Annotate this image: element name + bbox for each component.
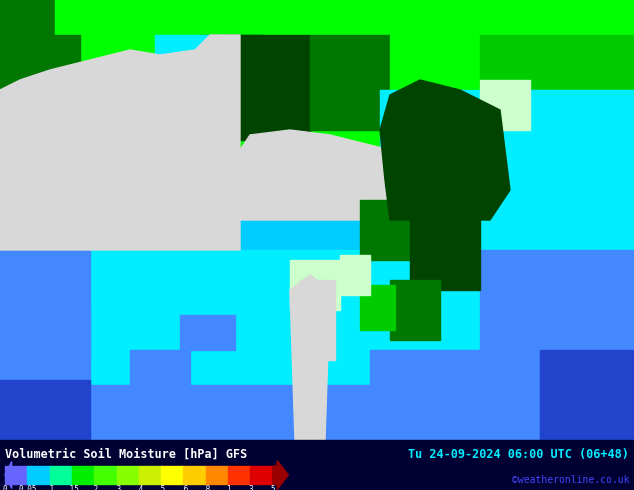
Bar [510, 290, 590, 370]
Text: .15: .15 [65, 485, 79, 490]
Bar [0, 380, 90, 440]
Bar [360, 200, 410, 260]
Bar [228, 466, 251, 484]
Bar [480, 80, 530, 130]
Text: .5: .5 [157, 485, 165, 490]
Bar [250, 466, 273, 484]
Bar [540, 350, 634, 440]
Text: .6: .6 [179, 485, 188, 490]
Bar [380, 90, 634, 270]
Bar [480, 35, 634, 150]
Bar [0, 250, 90, 360]
Text: ©weatheronline.co.uk: ©weatheronline.co.uk [512, 475, 629, 485]
Bar [55, 0, 175, 35]
Bar [370, 350, 500, 430]
Bar [390, 35, 480, 150]
Bar [0, 250, 634, 440]
Text: Volumetric Soil Moisture [hPa] GFS: Volumetric Soil Moisture [hPa] GFS [5, 448, 247, 461]
Bar [0, 35, 80, 100]
Bar [200, 35, 310, 140]
Polygon shape [290, 275, 330, 440]
Text: 3: 3 [248, 485, 253, 490]
Bar [540, 350, 634, 410]
Text: Tu 24-09-2024 06:00 UTC (06+48): Tu 24-09-2024 06:00 UTC (06+48) [408, 448, 629, 461]
Text: .2: .2 [89, 485, 99, 490]
Bar [290, 260, 340, 310]
Bar [183, 466, 206, 484]
Bar [5, 466, 28, 484]
Text: 1: 1 [226, 485, 230, 490]
Bar [49, 466, 72, 484]
Bar [480, 250, 634, 390]
Polygon shape [0, 35, 240, 250]
Polygon shape [380, 80, 510, 220]
Bar [117, 466, 139, 484]
Text: .8: .8 [201, 485, 210, 490]
Bar [390, 280, 440, 340]
Text: 0: 0 [3, 485, 8, 490]
Bar [0, 0, 634, 35]
Bar [360, 285, 395, 330]
Bar [0, 0, 55, 35]
Bar [300, 280, 335, 360]
Bar [94, 466, 117, 484]
Bar [222, 35, 262, 90]
Text: .4: .4 [134, 485, 143, 490]
FancyArrow shape [273, 461, 288, 490]
Text: .1: .1 [45, 485, 55, 490]
FancyArrow shape [5, 462, 11, 489]
Polygon shape [240, 130, 395, 220]
Bar [180, 315, 235, 350]
Bar [410, 210, 480, 290]
Bar [0, 35, 634, 150]
Bar [155, 35, 220, 95]
Bar [340, 255, 370, 295]
Bar [0, 310, 90, 410]
Bar [310, 35, 390, 130]
Bar [0, 385, 634, 440]
Bar [139, 466, 162, 484]
Bar [206, 466, 229, 484]
Bar [130, 350, 190, 390]
Bar [0, 440, 634, 490]
Text: 0.05: 0.05 [18, 485, 37, 490]
Bar [27, 466, 50, 484]
Text: .3: .3 [112, 485, 121, 490]
Text: 5: 5 [270, 485, 275, 490]
Bar [161, 466, 184, 484]
Bar [72, 466, 94, 484]
